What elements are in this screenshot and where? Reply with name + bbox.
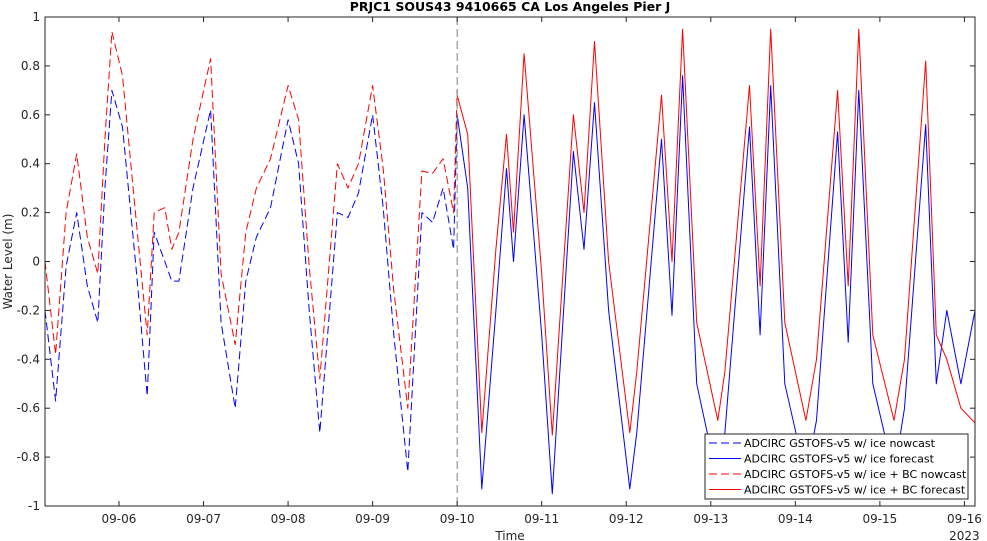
x-tick-label: 09-12 [609,512,644,526]
series-line-1 [45,89,458,473]
y-tick-label: -1 [28,499,40,513]
x-tick-label: 09-06 [102,512,137,526]
x-axis-label: Time [494,529,524,541]
chart-title: PRJC1 SOUS43 9410665 CA Los Angeles Pier… [350,0,671,14]
y-tick-label: 0.2 [21,206,40,220]
x-tick-label: 09-15 [862,512,897,526]
x-tick-label: 09-16 [947,512,982,526]
legend-label-4: ADCIRC GSTOFS-v5 w/ ice + BC forecast [744,484,966,497]
y-tick-label: -0.8 [17,450,40,464]
y-tick-label: 1 [32,10,40,24]
y-tick-label: 0.4 [21,157,40,171]
y-axis-label: Water Level (m) [1,214,15,310]
legend-label-3: ADCIRC GSTOFS-v5 w/ ice + BC nowcast [744,468,967,481]
y-tick-label: 0.6 [21,108,40,122]
x-tick-label: 09-10 [440,512,475,526]
x-tick-label: 09-08 [271,512,306,526]
legend: ADCIRC GSTOFS-v5 w/ ice nowcast ADCIRC GS… [704,433,969,500]
x-tick-label: 09-09 [355,512,390,526]
x-tick-label: 09-11 [524,512,559,526]
x-axis-year-label: 2023 [949,529,980,541]
y-tick-label: -0.4 [17,352,40,366]
y-tick-label: -0.6 [17,401,40,415]
legend-label-1: ADCIRC GSTOFS-v5 w/ ice nowcast [744,437,936,450]
x-tick-label: 09-14 [778,512,813,526]
y-tick-label: 0.8 [21,59,40,73]
series-line-3 [45,31,458,409]
x-tick-label: 09-07 [186,512,221,526]
series-group [45,28,975,495]
x-tick-label: 09-13 [693,512,728,526]
legend-label-2: ADCIRC GSTOFS-v5 w/ ice forecast [744,453,935,466]
plot-area: -1 -0.8 -0.6 -0.4 -0.2 0 0.2 0.4 0.6 0.8 1 09-06 09-… [17,10,982,526]
y-tick-label: 0 [32,255,40,269]
y-tick-label: -0.2 [17,303,40,317]
legend-box [704,433,969,500]
series-line-4 [456,28,975,436]
